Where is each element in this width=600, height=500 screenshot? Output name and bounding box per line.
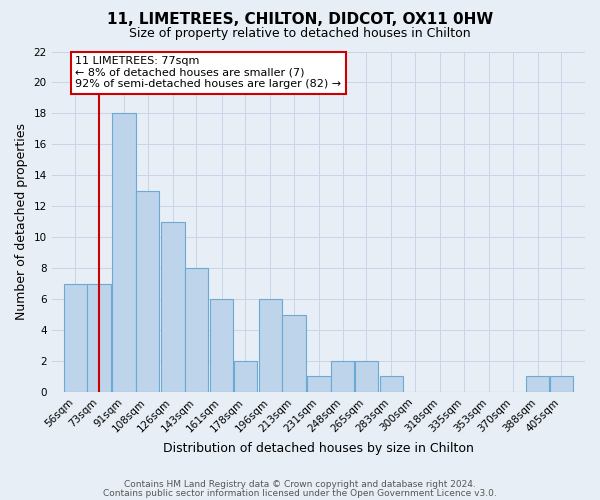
Bar xyxy=(259,299,282,392)
Text: 11, LIMETREES, CHILTON, DIDCOT, OX11 0HW: 11, LIMETREES, CHILTON, DIDCOT, OX11 0HW xyxy=(107,12,493,28)
Bar xyxy=(64,284,87,392)
Bar xyxy=(210,299,233,392)
Text: 11 LIMETREES: 77sqm
← 8% of detached houses are smaller (7)
92% of semi-detached: 11 LIMETREES: 77sqm ← 8% of detached hou… xyxy=(76,56,341,90)
Bar xyxy=(307,376,331,392)
Bar xyxy=(185,268,208,392)
X-axis label: Distribution of detached houses by size in Chilton: Distribution of detached houses by size … xyxy=(163,442,474,455)
Text: Contains public sector information licensed under the Open Government Licence v3: Contains public sector information licen… xyxy=(103,488,497,498)
Bar xyxy=(233,361,257,392)
Bar xyxy=(87,284,111,392)
Bar xyxy=(526,376,550,392)
Y-axis label: Number of detached properties: Number of detached properties xyxy=(15,123,28,320)
Bar xyxy=(331,361,355,392)
Bar xyxy=(282,314,305,392)
Bar xyxy=(550,376,573,392)
Text: Contains HM Land Registry data © Crown copyright and database right 2024.: Contains HM Land Registry data © Crown c… xyxy=(124,480,476,489)
Bar xyxy=(380,376,403,392)
Bar xyxy=(112,114,136,392)
Bar xyxy=(161,222,185,392)
Bar xyxy=(355,361,378,392)
Bar xyxy=(136,191,160,392)
Text: Size of property relative to detached houses in Chilton: Size of property relative to detached ho… xyxy=(129,28,471,40)
